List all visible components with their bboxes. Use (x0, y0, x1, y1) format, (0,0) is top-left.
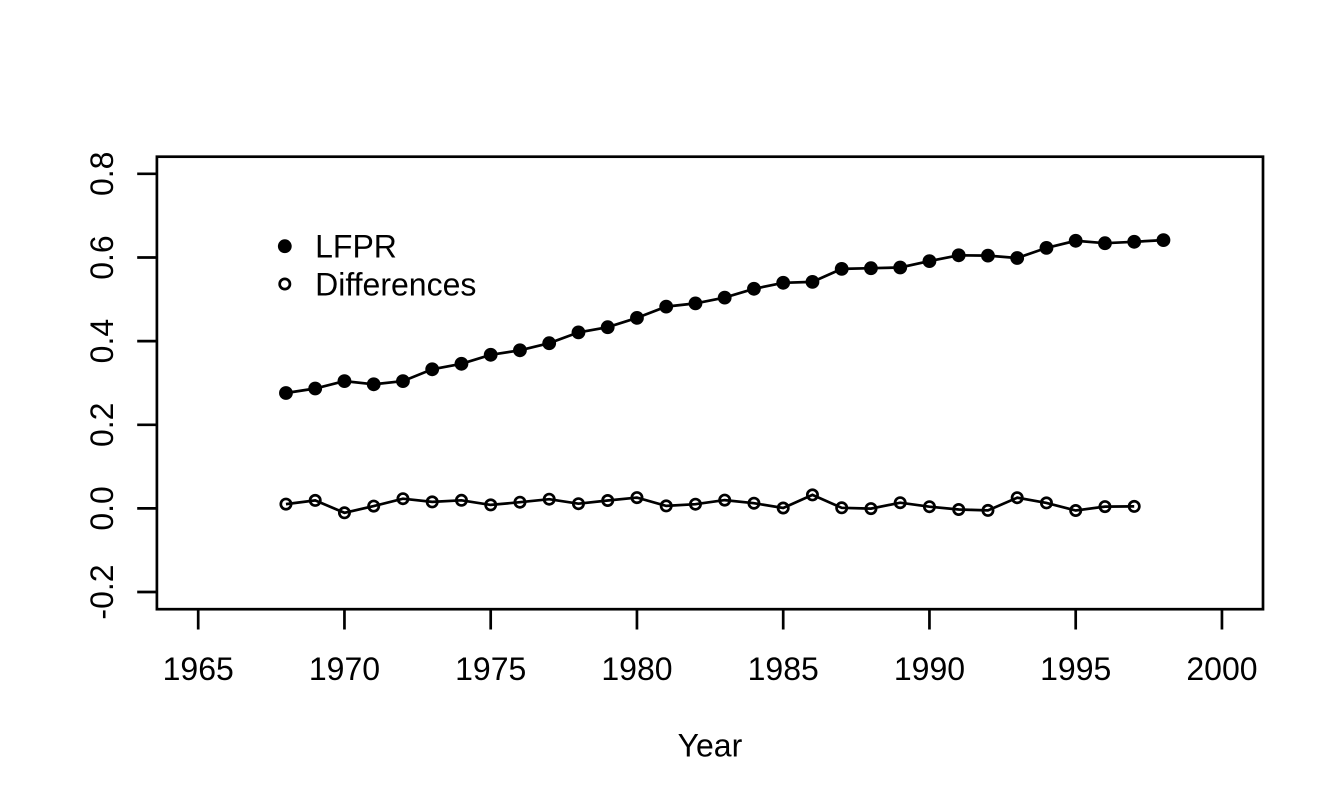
svg-text:Year: Year (678, 727, 743, 763)
svg-text:0.8: 0.8 (84, 152, 120, 196)
svg-text:1980: 1980 (601, 651, 672, 687)
svg-text:Differences: Differences (315, 267, 476, 303)
svg-text:-0.2: -0.2 (84, 564, 120, 619)
svg-text:LFPR: LFPR (315, 229, 397, 265)
svg-text:1965: 1965 (163, 651, 234, 687)
svg-text:1975: 1975 (455, 651, 526, 687)
svg-text:0.4: 0.4 (84, 319, 120, 363)
svg-text:1985: 1985 (748, 651, 819, 687)
svg-text:1990: 1990 (894, 651, 965, 687)
svg-text:1995: 1995 (1040, 651, 1111, 687)
svg-text:2000: 2000 (1186, 651, 1257, 687)
svg-text:1970: 1970 (309, 651, 380, 687)
svg-text:0.2: 0.2 (84, 403, 120, 447)
svg-text:0.6: 0.6 (84, 235, 120, 279)
svg-text:0.0: 0.0 (84, 486, 120, 530)
